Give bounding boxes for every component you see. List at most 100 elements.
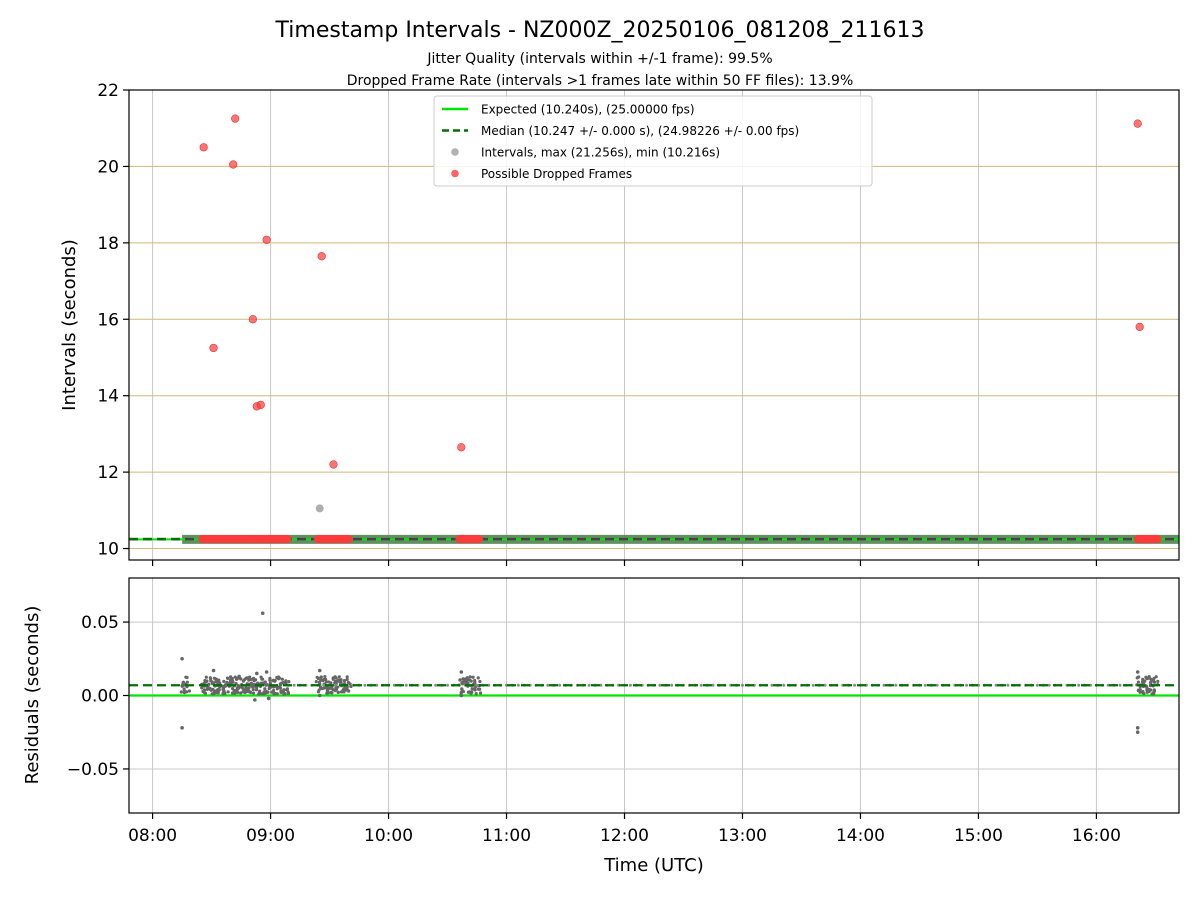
residual-sparse-point — [711, 683, 715, 687]
residual-sparse-point — [546, 683, 550, 687]
residual-cluster-point — [1145, 686, 1149, 690]
residual-cluster-point — [324, 680, 328, 684]
residual-cluster-point — [317, 688, 321, 692]
residual-cluster-point — [344, 688, 348, 692]
residual-point — [317, 668, 322, 673]
residual-cluster-point — [460, 687, 464, 691]
residual-cluster-point — [280, 677, 284, 681]
interval-point — [315, 504, 324, 513]
residuals-y-axis-label: Residuals (seconds) — [22, 606, 43, 785]
residual-sparse-point — [363, 683, 367, 687]
dropped-frame-cluster-point — [475, 535, 484, 544]
residual-cluster-point — [285, 687, 289, 692]
residual-cluster-point — [268, 681, 272, 685]
residual-cluster-point — [1141, 690, 1145, 694]
dropped-frame-point — [262, 235, 271, 244]
residuals-x-tick-label: 16:00 — [1072, 826, 1121, 846]
residual-cluster-point — [347, 689, 351, 693]
intervals-y-tick-label: 10 — [97, 540, 119, 560]
residual-cluster-point — [478, 679, 482, 684]
residuals-panel: 08:00 09:00 10:00 11:00 12:00 13:00 14:00 15:00… — [22, 577, 1180, 876]
residual-cluster-point — [345, 675, 349, 679]
legend-entry-label: Intervals, max (21.256s), min (10.216s) — [481, 146, 720, 160]
residual-cluster-point — [230, 686, 235, 691]
residual-sparse-point — [811, 683, 815, 687]
residual-cluster-point — [231, 680, 235, 684]
residual-cluster-point — [222, 679, 226, 683]
residual-sparse-point — [894, 683, 898, 687]
dropped-frame-point — [457, 443, 466, 452]
intervals-marks — [129, 114, 1179, 544]
chart-subtitle-jitter: Jitter Quality (intervals within +/-1 fr… — [426, 51, 772, 67]
residual-cluster-point — [275, 687, 279, 691]
residual-cluster-point — [252, 691, 256, 695]
legend-swatch-marker — [451, 169, 459, 178]
residual-cluster-point — [263, 680, 267, 684]
residual-cluster-point — [247, 678, 251, 682]
residual-cluster-point — [1149, 688, 1153, 692]
residual-cluster-point — [1152, 680, 1157, 684]
residual-cluster-point — [342, 678, 347, 683]
chart-legend: Expected (10.240s), (25.00000 fps) Median… — [433, 95, 873, 187]
residuals-x-tick-label: 08:00 — [128, 826, 177, 846]
residual-cluster-point — [470, 687, 474, 691]
residual-cluster-point — [184, 675, 188, 679]
residual-cluster-point — [225, 680, 229, 684]
residual-sparse-point — [375, 683, 379, 687]
residual-cluster-point — [473, 681, 477, 685]
residual-cluster-point — [1138, 688, 1142, 692]
residual-cluster-point — [1147, 675, 1151, 679]
residual-cluster-point — [1136, 675, 1141, 679]
residual-cluster-point — [258, 689, 262, 693]
residual-cluster-point — [345, 677, 349, 682]
residual-cluster-point — [223, 683, 228, 687]
dropped-frame-cluster-point — [344, 535, 353, 544]
residual-cluster-point — [205, 687, 209, 691]
residuals-y-tick-label: 0.00 — [81, 687, 119, 707]
residual-sparse-point — [923, 683, 927, 687]
residual-point — [266, 696, 271, 701]
dropped-frame-point — [1135, 322, 1144, 332]
residual-cluster-point — [471, 675, 475, 679]
residual-sparse-point — [516, 683, 520, 687]
residuals-y-tick-label: −0.05 — [67, 760, 119, 780]
residual-cluster-point — [276, 677, 281, 681]
residual-cluster-point — [314, 680, 318, 684]
residual-cluster-point — [323, 674, 327, 679]
residual-cluster-point — [253, 678, 258, 682]
residuals-x-tick-label: 15:00 — [954, 826, 1003, 846]
dropped-frame-cluster-point — [1153, 535, 1162, 544]
residual-cluster-point — [319, 675, 323, 679]
residual-cluster-point — [275, 692, 279, 696]
residual-sparse-point — [1077, 683, 1081, 687]
residual-sparse-point — [935, 683, 939, 687]
residual-cluster-point — [326, 686, 330, 690]
residual-point — [180, 656, 184, 661]
residual-cluster-point — [461, 689, 466, 694]
residuals-x-tick-label: 14:00 — [836, 826, 885, 846]
intervals-y-tick-label: 14 — [97, 387, 119, 407]
residuals-x-tick-label: 13:00 — [718, 826, 767, 846]
residual-sparse-point — [853, 683, 857, 687]
residual-cluster-point — [217, 678, 221, 682]
residual-cluster-point — [226, 690, 230, 694]
residuals-x-tick-label: 09:00 — [246, 826, 295, 846]
residuals-ticks: 08:00 09:00 10:00 11:00 12:00 13:00 14:00 15:00… — [67, 613, 1121, 846]
residual-cluster-point — [251, 688, 255, 692]
legend-entry-label: Expected (10.240s), (25.00000 fps) — [481, 103, 695, 117]
residual-cluster-point — [330, 691, 334, 695]
legend-entry-label: Possible Dropped Frames — [481, 167, 632, 181]
residual-cluster-point — [1154, 675, 1158, 679]
dropped-frame-cluster-point — [283, 535, 292, 544]
residual-cluster-point — [1152, 689, 1156, 693]
intervals-y-tick-label: 20 — [97, 157, 119, 177]
residual-cluster-point — [282, 692, 287, 696]
residual-point — [180, 726, 184, 730]
chart-subtitle-dropped: Dropped Frame Rate (intervals >1 frames … — [347, 73, 854, 89]
residual-sparse-point — [965, 683, 969, 687]
residual-cluster-point — [470, 690, 474, 694]
residual-cluster-point — [244, 686, 248, 690]
residual-sparse-point — [882, 683, 886, 687]
residual-cluster-point — [249, 681, 253, 685]
